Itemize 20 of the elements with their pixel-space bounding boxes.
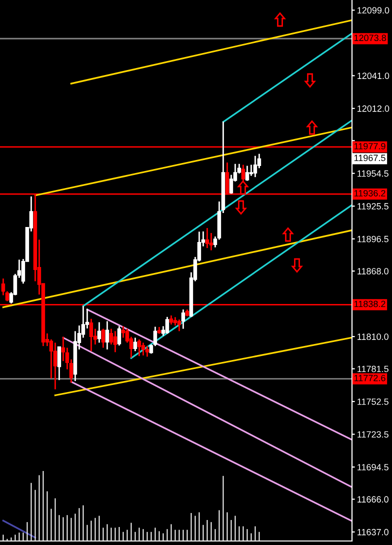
y-tick-label: 11694.5 bbox=[358, 464, 388, 470]
y-tick-label: 11781.5 bbox=[358, 366, 388, 372]
y-tick-label: 11954.5 bbox=[358, 170, 388, 177]
y-tick-label: 12099.0 bbox=[358, 7, 390, 14]
ref-line-label: 11772.6 bbox=[354, 374, 386, 382]
y-tick-label: 12041.0 bbox=[358, 72, 390, 80]
y-tick-label: 11723.5 bbox=[358, 431, 388, 438]
ref-line-label: 12073.8 bbox=[354, 34, 386, 42]
text: 11967.5 bbox=[354, 154, 386, 162]
y-tick-label: 11666.0 bbox=[358, 496, 388, 503]
ref-line-label: 11838.2 bbox=[354, 300, 386, 308]
y-tick-label: 11925.5 bbox=[358, 203, 388, 210]
y-tick-label: 11868.0 bbox=[358, 268, 388, 274]
ref-line-label: 11936.2 bbox=[354, 190, 386, 196]
y-tick-label: 11896.5 bbox=[358, 236, 388, 242]
y-tick-label: 11752.5 bbox=[358, 398, 388, 405]
ref-line-label: 11977.9 bbox=[354, 142, 386, 150]
y-tick-label: 12012.0 bbox=[358, 105, 390, 112]
y-tick-label: 11637.0 bbox=[358, 528, 388, 536]
y-tick-label: 11810.0 bbox=[358, 334, 388, 340]
